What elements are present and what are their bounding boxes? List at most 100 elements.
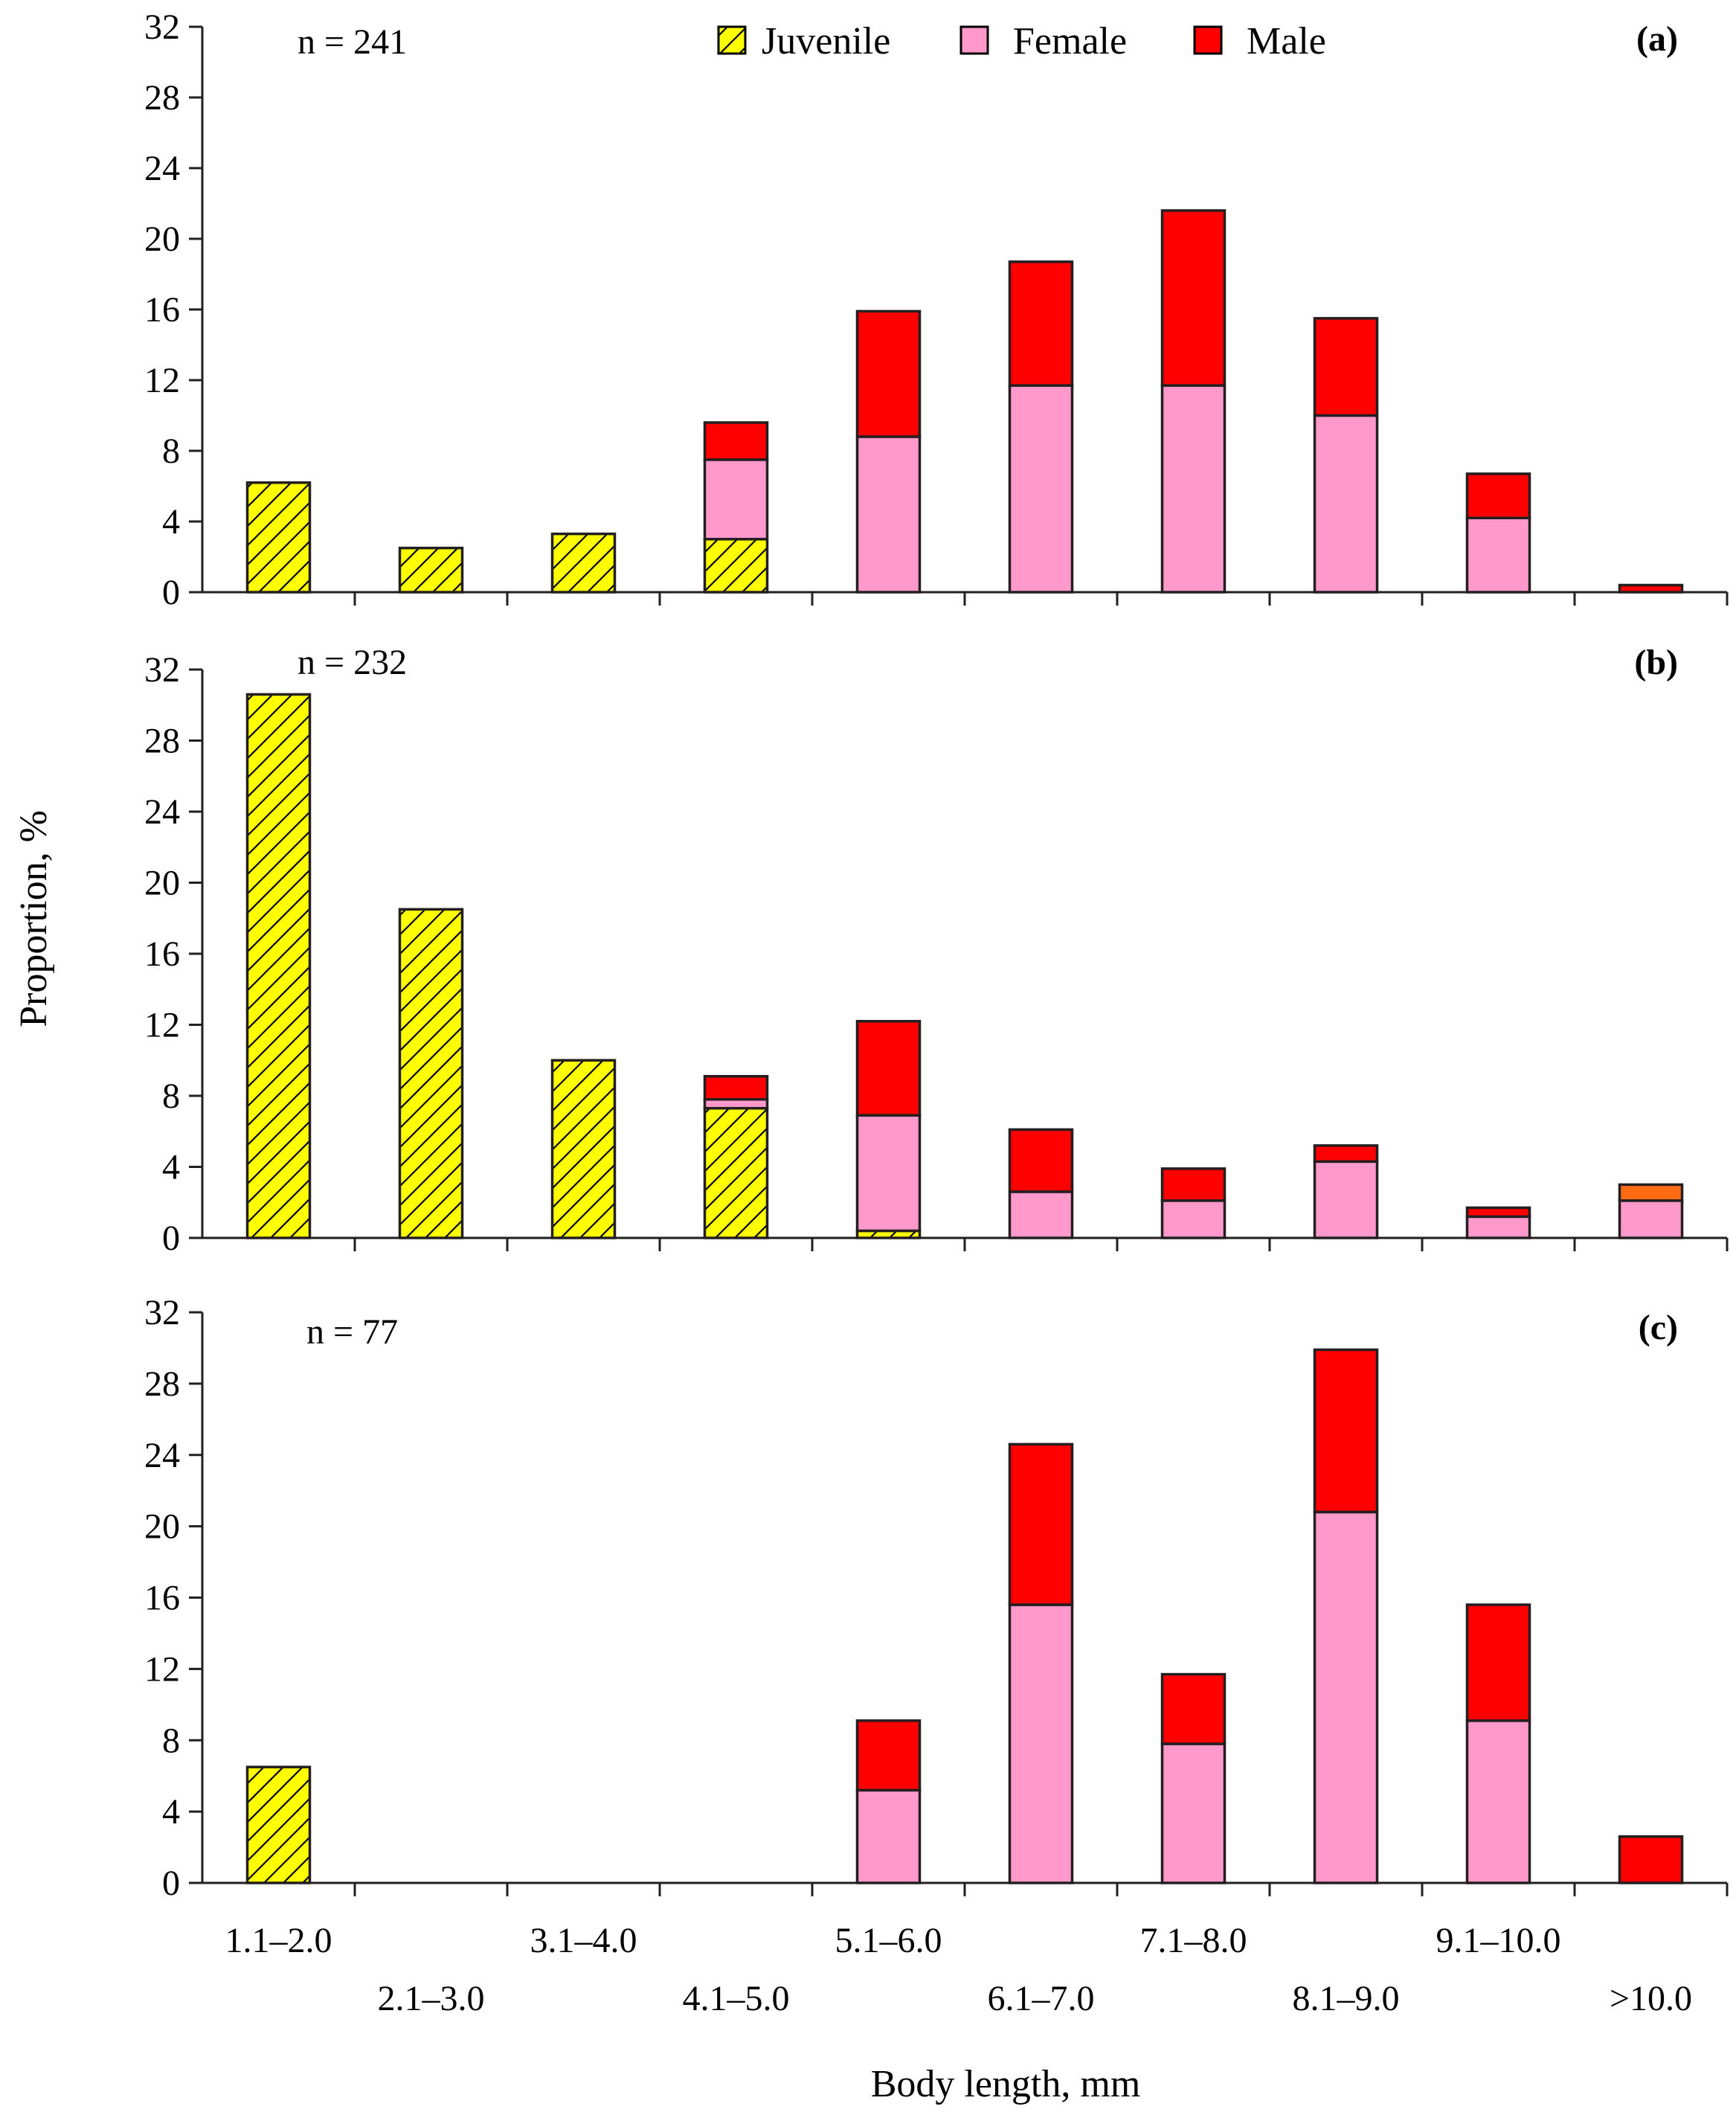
y-tick-label: 0: [162, 1219, 180, 1258]
y-tick-label: 20: [144, 864, 180, 903]
legend-swatch-juvenile: [717, 25, 747, 55]
y-tick-label: 16: [144, 1579, 180, 1618]
panel-a-n-label: n = 241: [298, 22, 407, 62]
y-tick-label: 12: [144, 361, 180, 400]
panel-b-tag: (b): [1634, 643, 1678, 682]
y-tick-label: 8: [162, 1721, 180, 1760]
bar-female-7: [1160, 384, 1227, 594]
bar-male-5: [855, 309, 922, 438]
y-tick-label: 8: [162, 431, 180, 471]
y-tick-label: 8: [162, 1076, 180, 1116]
y-tick-label: 24: [144, 792, 180, 832]
legend-swatch-female: [959, 25, 989, 55]
y-tick-label: 28: [144, 1364, 180, 1404]
legend-label-male: Male: [1247, 20, 1326, 62]
bar-female-5: [855, 435, 922, 594]
y-tick-label: 4: [162, 502, 180, 542]
category-label: 8.1–9.0: [1293, 1979, 1400, 2018]
y-tick-label: 24: [144, 149, 180, 188]
bar-male-5: [855, 1719, 922, 1792]
legend-swatch-male: [1193, 25, 1223, 55]
bar-female-9: [1465, 516, 1531, 594]
x-axis-title: Body length, mm: [871, 2063, 1141, 2105]
category-labels: 1.1–2.0 2.1–3.0 3.1–4.0 4.1–5.0 5.1–6.0 6.1–7…: [225, 1921, 1693, 2018]
category-label: >10.0: [1610, 1979, 1692, 2018]
bar-female-8: [1313, 1510, 1379, 1884]
bar-male-6: [1008, 1443, 1074, 1606]
bar-female-8: [1313, 1160, 1379, 1239]
bar-male-8: [1313, 317, 1379, 417]
bar-female-5: [855, 1788, 922, 1884]
panel-a-tag: (a): [1636, 19, 1678, 59]
bar-male-6: [1008, 260, 1074, 387]
bar-male-4: [703, 421, 769, 461]
y-tick-label: 32: [144, 1293, 180, 1332]
bar-juvenile-2: [398, 908, 464, 1239]
bar-male-7: [1160, 1167, 1227, 1202]
panels-layer: 0 4 8 12 16 20 24 28 32 0 4 8 12 16 20 24 28 32 0 4 8 12 16 20 2…: [144, 7, 1729, 1903]
bar-male-7: [1160, 209, 1227, 387]
bar-female-8: [1313, 414, 1379, 594]
bar-female-6: [1008, 1190, 1074, 1239]
bar-female-5: [855, 1114, 922, 1233]
y-tick-label: 0: [162, 1864, 180, 1903]
bar-male-9: [1465, 472, 1531, 519]
category-label: 1.1–2.0: [225, 1921, 332, 1960]
bar-juvenile-1: [245, 481, 312, 594]
bar-juvenile-3: [550, 1059, 617, 1239]
panel-c-n-label: n = 77: [306, 1312, 398, 1352]
bar-juvenile-1: [245, 693, 312, 1239]
panel-c: 0 4 8 12 16 20 24 28 32: [144, 1293, 1729, 1903]
panel-a: 0 4 8 12 16 20 24 28 32: [144, 7, 1729, 612]
bar-male-6: [1008, 1128, 1074, 1193]
y-tick-label: 28: [144, 722, 180, 761]
bar-male-9: [1465, 1206, 1531, 1219]
panel-b: 0 4 8 12 16 20 24 28 32: [144, 650, 1729, 1258]
category-label: 4.1–5.0: [683, 1979, 790, 2018]
category-label: 7.1–8.0: [1140, 1921, 1247, 1960]
bar-female-6: [1008, 384, 1074, 594]
y-tick-label: 4: [162, 1148, 180, 1187]
y-tick-label: 24: [144, 1436, 180, 1475]
y-axis-title: Proportion, %: [13, 810, 55, 1027]
y-tick-label: 0: [162, 573, 180, 612]
category-label: 6.1–7.0: [988, 1979, 1095, 2018]
panel-c-tag: (c): [1639, 1308, 1678, 1347]
bar-male-5: [855, 1019, 922, 1117]
bar-juvenile-4: [703, 538, 769, 594]
y-tick-label: 12: [144, 1649, 180, 1689]
category-label: 3.1–4.0: [530, 1921, 637, 1960]
y-tick-label: 20: [144, 1507, 180, 1547]
bar-female-9: [1465, 1719, 1531, 1884]
bar-juvenile-1: [245, 1765, 312, 1884]
bar-male-8: [1313, 1144, 1379, 1164]
bar-male-10: [1618, 1835, 1684, 1884]
y-tick-label: 28: [144, 78, 180, 118]
bar-juvenile-2: [398, 546, 464, 594]
category-label: 2.1–3.0: [378, 1979, 485, 2018]
bar-male-9: [1465, 1603, 1531, 1722]
bar-male-8: [1313, 1348, 1379, 1514]
bar-female-4: [703, 458, 769, 541]
y-tick-label: 32: [144, 7, 180, 47]
y-tick-label: 4: [162, 1792, 180, 1832]
bar-male-10: [1618, 583, 1684, 594]
bar-male-7: [1160, 1672, 1227, 1745]
bar-other-10: [1618, 1183, 1684, 1202]
bar-juvenile-3: [550, 532, 617, 594]
bar-female-6: [1008, 1603, 1074, 1884]
legend-label-juvenile: Juvenile: [762, 20, 890, 62]
bar-female-4: [703, 1098, 769, 1110]
y-tick-label: 16: [144, 934, 180, 974]
bar-juvenile-4: [703, 1106, 769, 1239]
legend-label-female: Female: [1013, 20, 1127, 62]
bar-female-9: [1465, 1215, 1531, 1239]
bar-female-10: [1618, 1199, 1684, 1239]
bar-female-7: [1160, 1199, 1227, 1239]
category-label: 9.1–10.0: [1436, 1921, 1561, 1960]
legend: Juvenile Female Male: [717, 20, 1326, 62]
y-tick-label: 16: [144, 290, 180, 330]
panel-b-n-label: n = 232: [298, 643, 407, 682]
bar-male-4: [703, 1074, 769, 1101]
